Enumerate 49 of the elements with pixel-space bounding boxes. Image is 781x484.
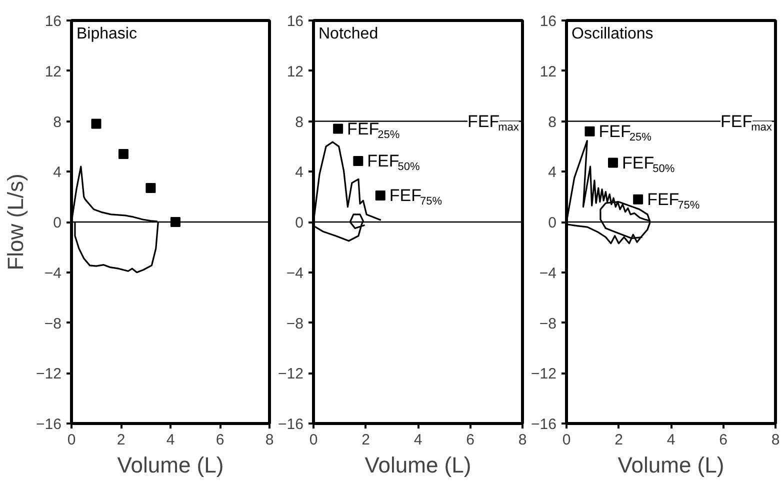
x-tick-label: 6	[216, 432, 224, 448]
y-tick-label: −4	[44, 264, 62, 282]
x-tick-label: 8	[518, 432, 527, 448]
x-tick-label: 6	[466, 432, 474, 448]
y-tick-label: 0	[53, 214, 62, 232]
y-tick-label: −4	[286, 264, 304, 282]
y-tick-label: 0	[548, 214, 556, 232]
x-tick-label: 2	[116, 432, 126, 448]
y-tick-label: 0	[295, 214, 304, 232]
x-tick-label: 0	[309, 432, 318, 448]
x-axis-title: Volume (L)	[618, 452, 724, 478]
y-tick-label: 16	[44, 13, 62, 30]
y-tick-label: 12	[286, 63, 304, 80]
chart-title: Biphasic	[76, 26, 137, 42]
chart-title: Notched	[318, 26, 378, 42]
x-axis-title: Volume (L)	[117, 452, 224, 478]
x-tick-label: 4	[666, 432, 676, 448]
y-tick-label: 4	[295, 164, 304, 182]
y-tick-label: 4	[53, 164, 62, 182]
y-axis-title: Flow (L/s)	[3, 174, 28, 270]
x-tick-label: 0	[67, 432, 76, 448]
y-tick-label: −12	[36, 366, 62, 383]
y-tick-label: 12	[540, 63, 557, 80]
x-tick-label: 0	[562, 432, 571, 448]
y-tick-label: −8	[539, 315, 557, 332]
x-tick-label: 2	[362, 432, 370, 448]
y-tick-label: −16	[531, 416, 557, 433]
x-axis-title: Volume (L)	[364, 452, 472, 478]
y-tick-label: −12	[531, 366, 557, 383]
y-tick-label: −8	[286, 315, 304, 332]
y-tick-label: 12	[44, 63, 62, 80]
y-tick-label: −16	[36, 416, 62, 433]
y-tick-label: 4	[548, 164, 556, 182]
y-tick-label: −16	[278, 416, 304, 433]
y-tick-label: 16	[540, 13, 557, 30]
y-tick-label: 16	[286, 13, 304, 30]
x-tick-label: 4	[166, 432, 175, 448]
y-tick-label: 8	[295, 114, 304, 131]
y-tick-label: 8	[548, 114, 556, 131]
x-tick-label: 4	[414, 432, 422, 448]
y-tick-label: −12	[278, 366, 304, 383]
y-tick-label: 8	[53, 114, 62, 131]
y-tick-label: −4	[539, 264, 557, 282]
x-tick-label: 8	[771, 432, 780, 448]
x-tick-label: 2	[614, 432, 623, 448]
x-tick-label: 6	[719, 432, 728, 448]
x-tick-label: 8	[265, 432, 274, 448]
chart-title: Oscillations	[572, 26, 654, 42]
y-tick-label: −8	[44, 315, 62, 332]
